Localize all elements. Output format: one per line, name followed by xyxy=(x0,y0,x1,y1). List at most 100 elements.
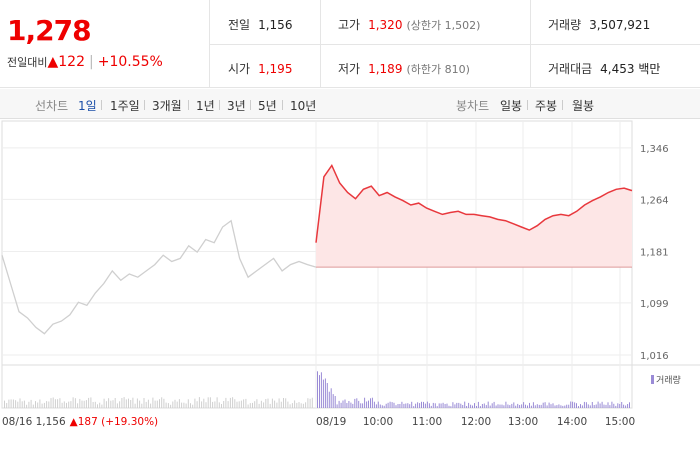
tab-weekly-candle[interactable]: 주봉 xyxy=(535,99,558,113)
prev-day-summary: 08/16 1,156 ▲187 (+19.30%) xyxy=(2,416,159,428)
volume-bar xyxy=(595,404,597,408)
volume: 거래량 3,507,921 xyxy=(548,18,651,32)
volume-bar xyxy=(119,401,121,408)
volume-bar xyxy=(32,404,34,408)
volume-bar xyxy=(296,402,298,408)
volume-bar xyxy=(423,401,424,408)
volume-bar xyxy=(534,405,536,408)
change-percent: +10.55% xyxy=(97,54,163,70)
volume-bar xyxy=(440,403,442,408)
volume-bar xyxy=(479,406,481,408)
volume-bar xyxy=(23,400,25,408)
volume-bar xyxy=(521,404,523,408)
volume-bar xyxy=(419,403,421,408)
volume-bar xyxy=(161,397,163,408)
x-tick-label: 13:00 xyxy=(508,416,538,428)
volume-bar xyxy=(245,398,247,408)
volume-bar xyxy=(326,383,328,408)
volume-bar xyxy=(72,397,74,408)
volume-bar xyxy=(70,401,72,408)
volume-bar xyxy=(139,400,141,408)
volume-bar xyxy=(147,399,149,408)
volume-bar xyxy=(405,403,407,408)
tab-3years[interactable]: 3년 xyxy=(227,99,246,113)
volume-bar xyxy=(240,400,242,408)
up-arrow-icon: ▲ xyxy=(47,54,59,70)
volume-bar xyxy=(4,400,5,408)
volume-bar xyxy=(536,404,538,408)
y-tick-label: 1,016 xyxy=(640,351,669,362)
volume-bar xyxy=(407,403,409,408)
volume-bar xyxy=(509,405,511,408)
volume-bar xyxy=(247,404,249,408)
volume-bar xyxy=(156,400,158,408)
volume-bar xyxy=(583,401,585,408)
volume-bar xyxy=(517,403,519,408)
tab-1year[interactable]: 1년 xyxy=(196,99,215,113)
volume-bar xyxy=(503,405,505,408)
volume-bar xyxy=(194,398,196,408)
volume-bar xyxy=(66,402,67,408)
x-tick-label: 14:00 xyxy=(557,416,587,428)
line-chart-caption: 선차트 xyxy=(35,99,69,113)
volume-bar xyxy=(564,405,566,408)
volume-legend: 거래량 xyxy=(651,373,681,386)
volume-bar xyxy=(464,401,466,408)
volume-bar xyxy=(123,397,125,408)
volume-bar xyxy=(336,404,338,408)
volume-bar xyxy=(274,400,276,408)
volume-bar xyxy=(450,406,452,408)
volume-bar xyxy=(221,404,222,408)
volume-bar xyxy=(489,405,491,408)
volume-bar xyxy=(438,403,440,408)
high-price: 고가 1,320 (상한가 1,502) xyxy=(338,18,481,32)
volume-bar xyxy=(320,372,322,408)
volume-bar xyxy=(513,402,515,408)
volume-bar xyxy=(99,402,101,408)
volume-bar xyxy=(578,406,579,408)
tab-10years[interactable]: 10년 xyxy=(290,99,317,113)
volume-bar xyxy=(371,397,373,408)
volume-bar xyxy=(105,401,107,408)
volume-bar xyxy=(375,404,377,408)
volume-bar xyxy=(83,400,85,408)
volume-bar xyxy=(574,402,576,408)
volume-bar xyxy=(421,401,422,408)
volume-bar xyxy=(150,403,152,408)
volume-bar xyxy=(358,400,360,408)
volume-bar xyxy=(470,404,472,408)
volume-bar xyxy=(185,403,187,408)
volume-bar xyxy=(291,403,293,408)
volume-bar xyxy=(570,401,572,408)
volume-bar xyxy=(94,401,96,408)
volume-bar xyxy=(249,403,251,408)
volume-bar xyxy=(85,400,87,408)
volume-bar xyxy=(542,402,544,408)
open-price: 시가 1,195 xyxy=(228,62,293,76)
volume-bar xyxy=(125,399,127,408)
volume-bar xyxy=(477,401,479,408)
volume-bar xyxy=(379,404,381,408)
volume-bar xyxy=(43,402,45,408)
volume-bar xyxy=(411,401,413,408)
tab-3months[interactable]: 3개월 xyxy=(152,99,182,113)
volume-bar xyxy=(311,397,313,408)
volume-bar xyxy=(232,397,234,408)
volume-bar xyxy=(167,403,169,408)
tab-1day[interactable]: 1일 xyxy=(78,99,97,113)
volume-bar xyxy=(15,400,17,408)
volume-bar xyxy=(436,406,438,408)
tab-5years[interactable]: 5년 xyxy=(258,99,277,113)
volume-bar xyxy=(216,397,218,408)
tab-1week[interactable]: 1주일 xyxy=(110,99,140,113)
tab-monthly-candle[interactable]: 월봉 xyxy=(572,99,595,113)
volume-bar xyxy=(546,405,548,408)
volume-bar xyxy=(562,405,564,408)
tab-daily-candle[interactable]: 일봉 xyxy=(500,99,523,113)
volume-bar xyxy=(332,394,334,408)
volume-bar xyxy=(350,402,352,408)
volume-bar xyxy=(601,401,603,408)
volume-bar xyxy=(254,401,256,408)
volume-bar xyxy=(298,402,300,408)
